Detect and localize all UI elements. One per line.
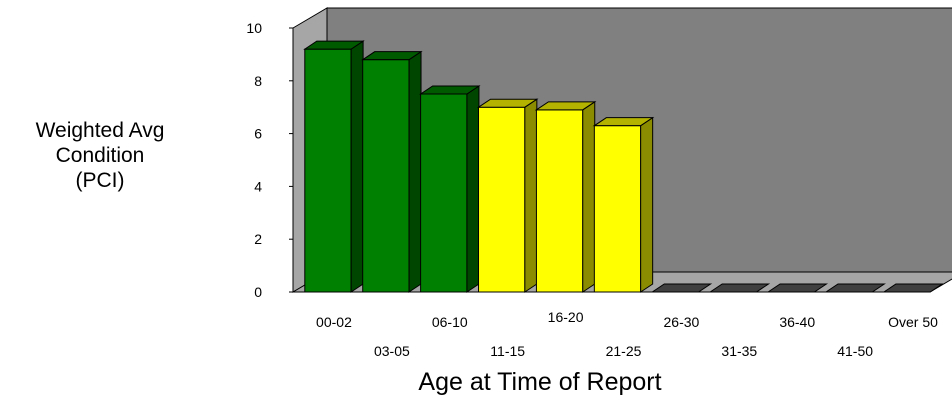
y-tick-label: 2 bbox=[254, 231, 262, 247]
bar-top bbox=[361, 51, 423, 61]
bar-front bbox=[593, 125, 642, 293]
x-tick-label: 03-05 bbox=[374, 343, 410, 359]
x-tick-label: 06-10 bbox=[432, 314, 468, 330]
chart-bars bbox=[303, 40, 944, 293]
bar-top bbox=[766, 283, 829, 293]
x-tick-label: 16-20 bbox=[548, 309, 584, 325]
x-tick-label: Over 50 bbox=[888, 314, 938, 330]
y-tick-label: 10 bbox=[246, 20, 262, 36]
x-tick-label: 31-35 bbox=[721, 343, 757, 359]
bar-top bbox=[418, 85, 481, 95]
x-tick-label: 11-15 bbox=[490, 343, 525, 359]
bar-side bbox=[524, 98, 538, 293]
bar-26-30 bbox=[650, 283, 713, 293]
bar-front bbox=[304, 48, 352, 293]
x-tick-label: 21-25 bbox=[606, 343, 642, 359]
bar-03-05 bbox=[361, 50, 423, 293]
bar-top bbox=[708, 283, 771, 293]
bar-side bbox=[408, 50, 422, 293]
bar-side bbox=[640, 116, 654, 293]
bar-41-50 bbox=[824, 283, 886, 293]
x-tick-labels: 00-02 03-05 06-10 11-15 16-20 21-25 26-30 31-35… bbox=[316, 309, 938, 359]
bar-side bbox=[350, 40, 364, 293]
bar-top bbox=[592, 117, 655, 127]
y-tick-label: 0 bbox=[254, 284, 262, 300]
bar-front bbox=[362, 59, 410, 293]
x-tick-label: 00-02 bbox=[316, 314, 352, 330]
bar-31-35 bbox=[708, 283, 771, 293]
y-tick-label: 6 bbox=[254, 126, 262, 142]
bar-top bbox=[303, 40, 365, 50]
bar-06-10 bbox=[418, 85, 481, 293]
x-tick-label: 36-40 bbox=[779, 314, 815, 330]
bar-front bbox=[478, 106, 526, 293]
bar-top bbox=[650, 283, 713, 293]
bar-36-40 bbox=[766, 283, 829, 293]
bar-top bbox=[476, 98, 539, 108]
y-tick-labels: 0 2 4 6 8 10 bbox=[246, 20, 262, 300]
bar-top bbox=[534, 101, 597, 111]
bar-00-02 bbox=[303, 40, 365, 293]
y-axis-label-line-2: Condition bbox=[55, 144, 145, 167]
y-tick-label: 4 bbox=[254, 178, 262, 194]
bar-Over 50 bbox=[882, 283, 944, 293]
bar-21-25 bbox=[592, 116, 655, 293]
y-tick-label: 8 bbox=[254, 73, 262, 89]
x-tick-label: 41-50 bbox=[837, 343, 873, 359]
bar-16-20 bbox=[534, 100, 597, 293]
bar-side bbox=[582, 100, 596, 293]
x-tick-label: 26-30 bbox=[664, 314, 700, 330]
bar-top bbox=[824, 283, 886, 293]
x-axis-label: Age at Time of Report bbox=[418, 368, 661, 396]
bar-front bbox=[420, 93, 468, 293]
y-axis-label-line-1: Weighted Avg bbox=[35, 119, 165, 142]
bar-top bbox=[882, 283, 944, 293]
y-axis-label-line-3: (PCI) bbox=[75, 169, 125, 192]
bar-side bbox=[466, 85, 480, 293]
bar-11-15 bbox=[476, 98, 539, 293]
bar-front bbox=[535, 109, 584, 293]
